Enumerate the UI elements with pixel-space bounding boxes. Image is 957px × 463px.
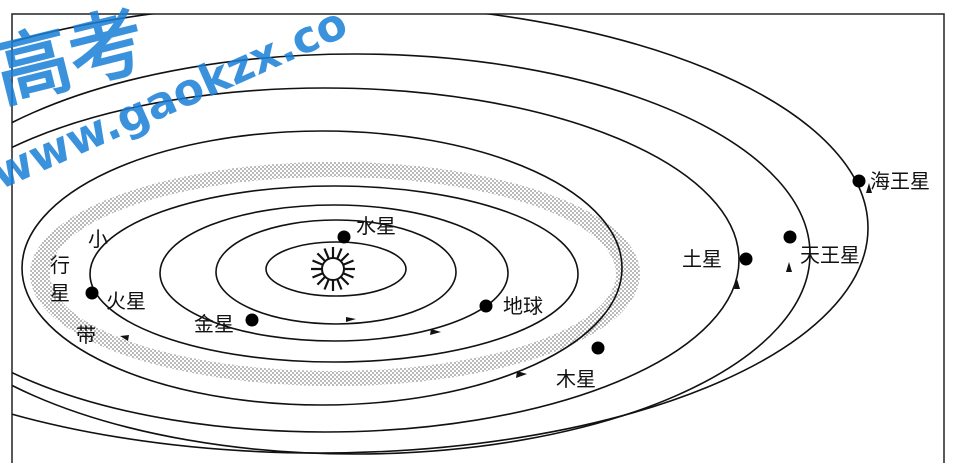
earth-label: 地球 bbox=[503, 294, 543, 318]
uranus-label: 天王星 bbox=[800, 243, 860, 267]
asteroid-belt-label-1: 小 bbox=[88, 227, 108, 251]
uranus-orbit bbox=[12, 53, 811, 455]
jupiter-dot bbox=[591, 341, 605, 355]
asteroid-belt-label-2: 行 bbox=[50, 253, 70, 277]
saturn-orbit bbox=[12, 87, 740, 433]
mars-label: 火星 bbox=[106, 289, 146, 313]
diagram-frame bbox=[11, 13, 945, 463]
mars-orbit bbox=[89, 185, 579, 363]
mercury-dot bbox=[337, 230, 351, 244]
orbit-direction-arrows bbox=[120, 183, 872, 378]
neptune-label: 海王星 bbox=[870, 169, 930, 193]
venus-label: 金星 bbox=[194, 312, 234, 336]
sun-icon bbox=[311, 247, 355, 291]
uranus-dot bbox=[783, 230, 797, 244]
asteroid-belt-label-3: 星 bbox=[50, 281, 70, 305]
neptune-dot bbox=[852, 174, 866, 188]
earth-dot bbox=[479, 299, 493, 313]
jupiter-orbit bbox=[21, 130, 623, 406]
venus-orbit bbox=[215, 219, 457, 325]
mars-dot bbox=[85, 286, 99, 300]
venus-dot bbox=[245, 313, 259, 327]
saturn-label: 土星 bbox=[682, 247, 722, 271]
mercury-orbit bbox=[265, 241, 407, 297]
neptune-orbit bbox=[12, 14, 869, 454]
mercury-label: 水星 bbox=[356, 214, 396, 238]
asteroid-belt-label-4: 带 bbox=[76, 323, 96, 347]
jupiter-label: 木星 bbox=[556, 367, 596, 391]
saturn-dot bbox=[739, 252, 753, 266]
earth-orbit bbox=[159, 204, 509, 342]
